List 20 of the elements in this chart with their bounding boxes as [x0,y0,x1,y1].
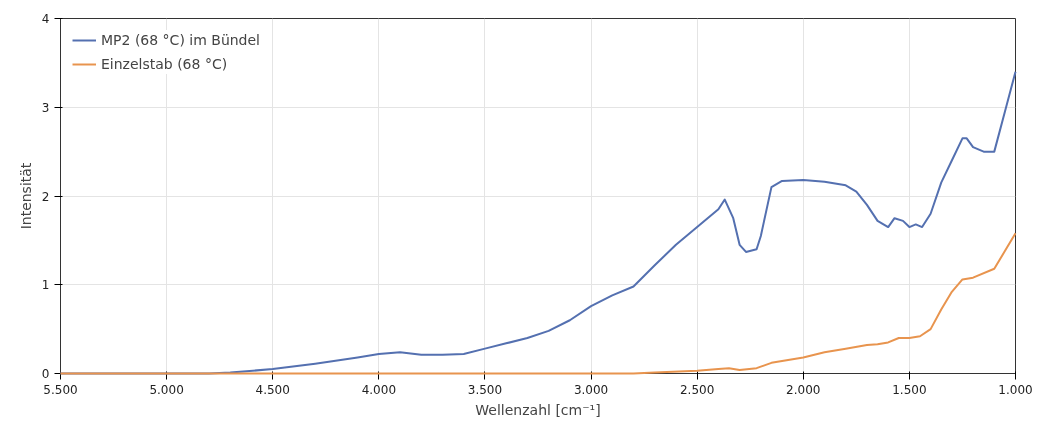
y-axis-title: Intensität [17,162,34,230]
x-tick-label: 1.000 [998,382,1033,397]
y-tick-label: 1 [41,278,50,293]
x-tick-label: 4.000 [361,382,397,397]
x-tick-label: 3.500 [467,382,503,397]
x-tick-label: 3.000 [573,382,609,397]
x-tick-label: 5.000 [149,382,184,397]
y-tick-label: 3 [41,100,50,115]
x-tick-label: 5.500 [43,382,78,397]
x-tick-label: 2.000 [786,382,821,397]
y-tick-label: 2 [41,189,50,204]
x-tick-label: 1.500 [892,382,927,397]
legend-label: MP2 (68 °C) im Bündel [101,32,261,48]
y-tick-label: 0 [41,367,50,381]
x-tick-label: 2.500 [679,382,715,397]
x-axis-title: Wellenzahl [cm⁻¹] [475,401,601,418]
x-tick-label: 4.500 [255,382,290,397]
y-tick-label: 4 [41,12,50,26]
line-series [59,232,1017,375]
legend-label: Einzelstab (68 °C) [101,56,228,72]
